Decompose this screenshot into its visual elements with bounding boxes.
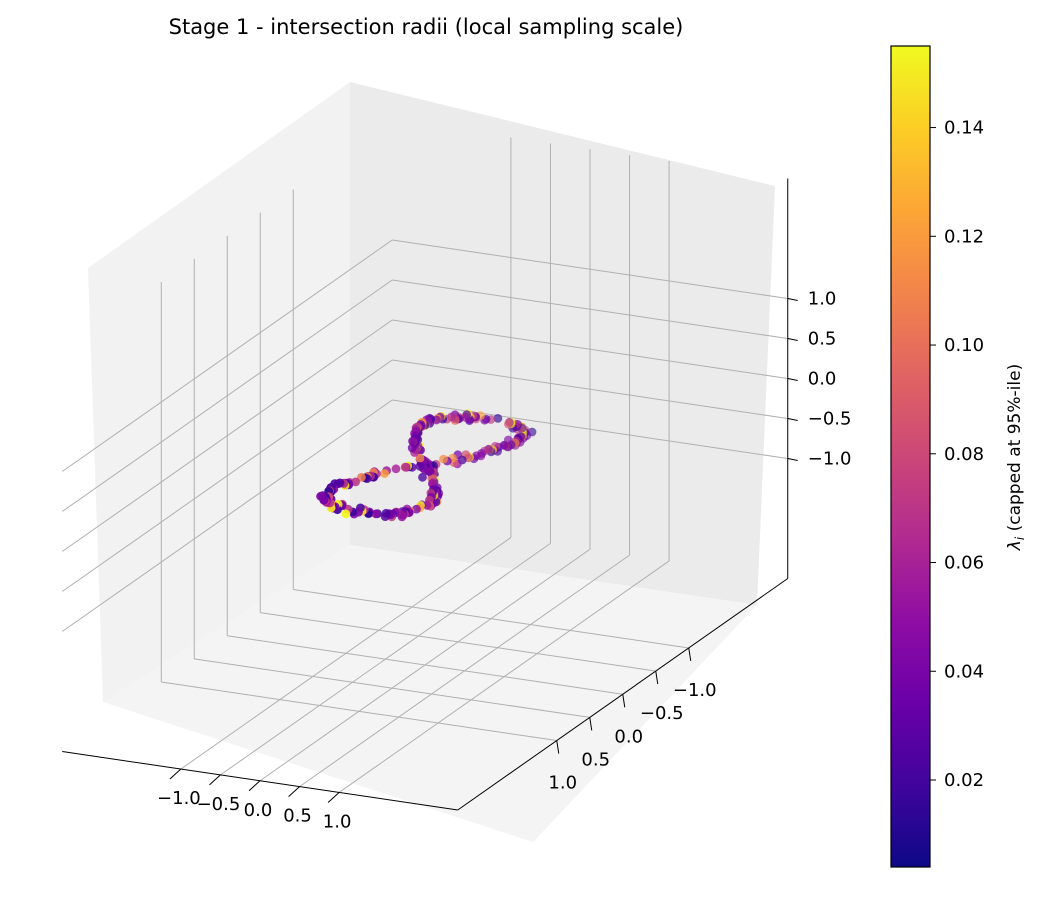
chart-title: Stage 1 - intersection radii (local samp… [169, 15, 684, 39]
scatter-point [418, 472, 427, 482]
grid-line [392, 319, 788, 379]
scatter-point [316, 491, 325, 501]
scatter-point [412, 504, 421, 514]
z-tick-mark [787, 378, 798, 381]
grid-line [392, 239, 788, 299]
colorbar-tick-label: 0.12 [944, 226, 984, 247]
z-tick-mark [787, 458, 798, 461]
x-tick-label: 1.0 [548, 773, 577, 794]
x-tick-label: 0.0 [614, 726, 643, 747]
z-tick-label: 0.0 [808, 369, 837, 390]
grid-line [61, 239, 393, 472]
tick-labels: −1.0−1.0−1.0−0.5−0.5−0.50.00.00.00.50.50… [157, 289, 851, 833]
x-tick-mark [589, 717, 593, 731]
grid-lines [61, 137, 788, 793]
colorbar: 0.02 0.04 0.06 0.08 0.10 0.12 0.14 λi (capped … [890, 45, 1027, 868]
grid-line [299, 554, 630, 788]
z-tick-mark [787, 298, 798, 301]
colorbar-tick-label: 0.04 [944, 661, 984, 682]
y-tick-mark [209, 774, 221, 786]
x-tick-mark [622, 694, 626, 708]
scatter-point [391, 464, 401, 474]
pane-left [88, 82, 350, 702]
plot-3d-area: −1.0−1.0−1.0−0.5−0.5−0.50.00.00.00.50.50… [61, 82, 851, 842]
x-tick-mark [688, 647, 692, 662]
z-tick-mark [787, 418, 798, 421]
colorbar-tick-label: 0.06 [944, 553, 984, 574]
scatter-point [400, 462, 410, 472]
grid-line [259, 548, 591, 782]
grid-line [61, 279, 393, 512]
colorbar-label: λi (capped at 95%-ile) [1005, 364, 1027, 551]
scatter-point [408, 436, 417, 446]
scatter-point [407, 443, 417, 453]
scatter-point [380, 469, 389, 478]
grid-line [194, 658, 590, 718]
grid-line [161, 681, 557, 742]
y-tick-label: 0.5 [283, 806, 312, 827]
colorbar-tick-label: 0.08 [944, 444, 984, 465]
grid-line [338, 560, 670, 793]
y-tick-mark [248, 780, 261, 792]
grid-line [61, 319, 393, 552]
scatter-point [493, 414, 503, 423]
colorbar-ticks: 0.02 0.04 0.06 0.08 0.10 0.12 0.14 [930, 118, 984, 791]
y-tick-mark [327, 792, 340, 803]
y-tick-label: −1.0 [157, 788, 201, 809]
x-tick-mark [655, 671, 659, 685]
scatter-point [341, 509, 351, 519]
scatter-point [504, 419, 513, 429]
scatter-point [380, 512, 390, 521]
y-tick-label: −0.5 [197, 794, 241, 815]
y-tick-label: 0.0 [244, 800, 273, 821]
grid-line [392, 279, 788, 339]
scatter-point [415, 453, 425, 463]
z-tick-label: −0.5 [808, 409, 852, 430]
x-tick-label: −0.5 [640, 703, 684, 724]
x-tick-mark [556, 740, 560, 754]
scatter-points [316, 409, 537, 522]
y-tick-mark [288, 786, 300, 797]
y-tick-mark [169, 768, 182, 780]
x-tick-label: −1.0 [673, 680, 717, 701]
colorbar-tick-label: 0.02 [944, 770, 984, 791]
scatter-point [439, 454, 448, 464]
pane-back [350, 82, 775, 605]
z-tick-mark [787, 338, 798, 341]
x-tick-label: 0.5 [581, 749, 610, 770]
z-tick-label: −1.0 [808, 449, 852, 470]
scatter-point [428, 478, 438, 488]
colorbar-tick-label: 0.14 [944, 118, 984, 139]
colorbar-tick-label: 0.10 [944, 335, 984, 356]
y-tick-label: 1.0 [323, 811, 352, 832]
scatter-point [371, 509, 381, 519]
z-tick-label: 0.5 [808, 329, 837, 350]
z-tick-label: 1.0 [808, 289, 837, 310]
colorbar-gradient [890, 45, 931, 868]
scatter-point [415, 461, 425, 471]
